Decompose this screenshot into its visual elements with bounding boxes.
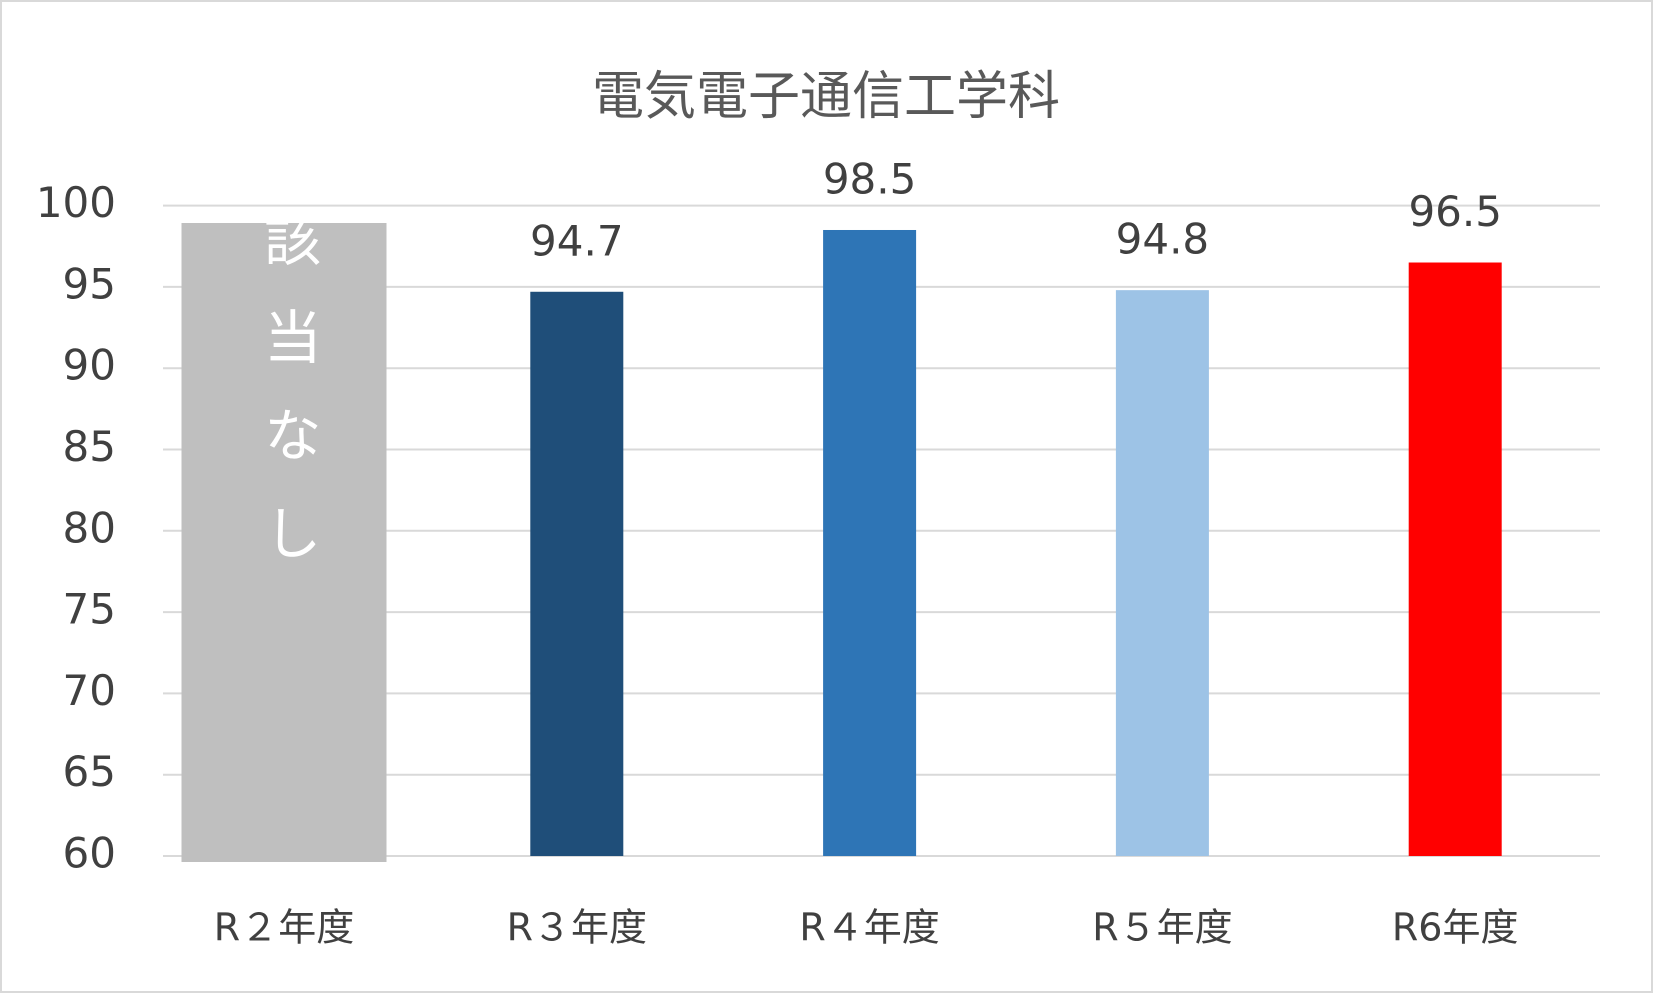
y-tick-label: 95	[63, 259, 116, 308]
chart-title: 電気電子通信工学科	[592, 67, 1060, 127]
x-tick-label: R6年度	[1392, 906, 1519, 950]
value-label: 94.7	[530, 216, 624, 265]
y-tick-label: 90	[63, 341, 116, 390]
y-tick-label: 65	[63, 747, 116, 796]
no-data-box	[181, 223, 387, 862]
y-tick-label: 80	[63, 503, 116, 552]
y-tick-label: 85	[63, 422, 116, 471]
annotation: 該当なし	[254, 209, 322, 601]
y-tick-label: 75	[63, 585, 116, 634]
y-tick-label: 60	[63, 829, 116, 878]
bar	[1115, 290, 1209, 857]
y-tick-label: 100	[36, 178, 116, 227]
bar	[530, 291, 624, 856]
x-tick-label: R４年度	[799, 906, 939, 950]
y-tick-label: 70	[63, 666, 116, 715]
x-tick-label: R５年度	[1092, 906, 1232, 950]
value-label: 98.5	[823, 154, 917, 203]
value-label: 96.5	[1408, 187, 1502, 236]
x-tick-label: R２年度	[214, 906, 354, 950]
value-label: 94.8	[1116, 215, 1210, 264]
x-tick-label: R３年度	[507, 906, 647, 950]
bar	[823, 229, 917, 857]
bar	[1408, 262, 1502, 856]
